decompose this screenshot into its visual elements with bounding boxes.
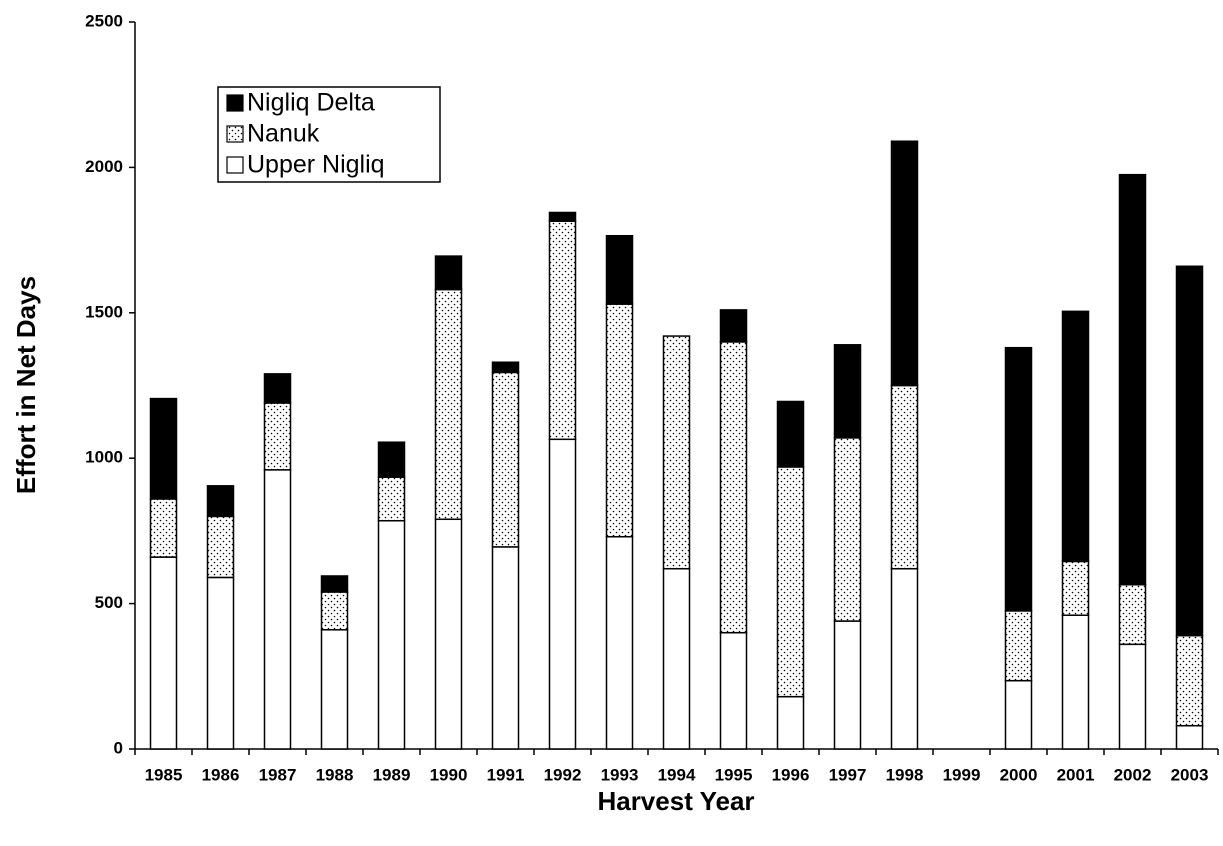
legend-label: Nigliq Delta [247, 89, 375, 117]
x-tick-label: 1986 [202, 765, 240, 784]
bar-segment [776, 400, 805, 468]
y-tick-label: 0 [114, 738, 123, 757]
bar-segment [1175, 265, 1204, 637]
bar-segment [776, 466, 805, 698]
bar-segment [149, 397, 178, 500]
bar-segment [833, 620, 862, 750]
bar-segment [320, 575, 349, 593]
y-tick-label: 500 [95, 593, 123, 612]
bar-segment [776, 695, 805, 750]
x-tick-label: 1990 [430, 765, 468, 784]
x-tick-label: 1985 [145, 765, 183, 784]
x-tick-label: 2002 [1114, 765, 1152, 784]
legend-label: Nanuk [247, 120, 320, 148]
legend-label: Upper Nigliq [247, 151, 385, 179]
x-tick-label: 1991 [487, 765, 525, 784]
bar-segment [1004, 346, 1033, 612]
bar-segment [833, 344, 862, 439]
bar-segment [1118, 173, 1147, 586]
bar-segment [1118, 643, 1147, 750]
bar-segment [1061, 614, 1090, 750]
x-tick-label: 1993 [601, 765, 639, 784]
bar-segment [491, 546, 520, 750]
bar-segment [263, 373, 292, 404]
bar-segment [149, 556, 178, 750]
bar-segment [206, 576, 235, 750]
x-tick-label: 1999 [943, 765, 981, 784]
bar-segment [377, 519, 406, 750]
bar-segment [206, 485, 235, 518]
bar-segment [605, 535, 634, 750]
bar-segment [890, 567, 919, 750]
bar-segment [719, 341, 748, 634]
bar-segment [605, 234, 634, 305]
x-tick-label: 1994 [658, 765, 696, 784]
bar-segment [548, 220, 577, 441]
bar-segment [548, 438, 577, 750]
bar-segment [1004, 679, 1033, 750]
bar-segment [206, 515, 235, 579]
x-tick-label: 1995 [715, 765, 753, 784]
bar-segment [149, 498, 178, 558]
y-tick-label: 1000 [85, 448, 123, 467]
bar-segment [1175, 634, 1204, 727]
bar-segment [662, 567, 691, 750]
bar-segment [548, 211, 577, 222]
legend-swatch [226, 156, 244, 174]
bar-segment [719, 309, 748, 343]
y-tick-label: 2000 [85, 157, 123, 176]
bar-segment [434, 288, 463, 521]
bar-segment [1118, 583, 1147, 646]
x-tick-label: 1998 [886, 765, 924, 784]
bar-segment [1061, 310, 1090, 563]
x-tick-label: 1997 [829, 765, 867, 784]
bar-segment [890, 140, 919, 387]
bar-segment [1175, 724, 1204, 750]
bar-segment [662, 335, 691, 570]
bar-segment [320, 591, 349, 631]
legend-box [217, 86, 441, 183]
y-axis-title: Effort in Net Days [11, 276, 41, 494]
bar-segment [434, 255, 463, 291]
bar-segment [491, 361, 520, 374]
bar-segment [491, 371, 520, 548]
legend-swatch [226, 125, 244, 143]
bar-segment [377, 476, 406, 522]
bar-segment [263, 469, 292, 750]
x-tick-label: 1988 [316, 765, 354, 784]
x-tick-label: 2001 [1057, 765, 1095, 784]
x-tick-label: 2000 [1000, 765, 1038, 784]
bar-segment [263, 402, 292, 471]
x-tick-label: 1989 [373, 765, 411, 784]
x-tick-label: 1987 [259, 765, 297, 784]
bar-segment [320, 629, 349, 750]
bar-segment [719, 631, 748, 750]
legend-swatch [226, 94, 244, 112]
bar-segment [434, 518, 463, 750]
bar-segment [833, 437, 862, 622]
x-axis-title: Harvest Year [597, 786, 754, 816]
y-tick-label: 2500 [85, 11, 123, 30]
x-tick-label: 2003 [1171, 765, 1209, 784]
bar-segment [1061, 560, 1090, 616]
x-tick-label: 1992 [544, 765, 582, 784]
x-tick-label: 1996 [772, 765, 810, 784]
bar-segment [1004, 610, 1033, 682]
y-tick-label: 1500 [85, 302, 123, 321]
bar-segment [605, 303, 634, 538]
bar-segment [890, 384, 919, 570]
bar-segment [377, 441, 406, 478]
